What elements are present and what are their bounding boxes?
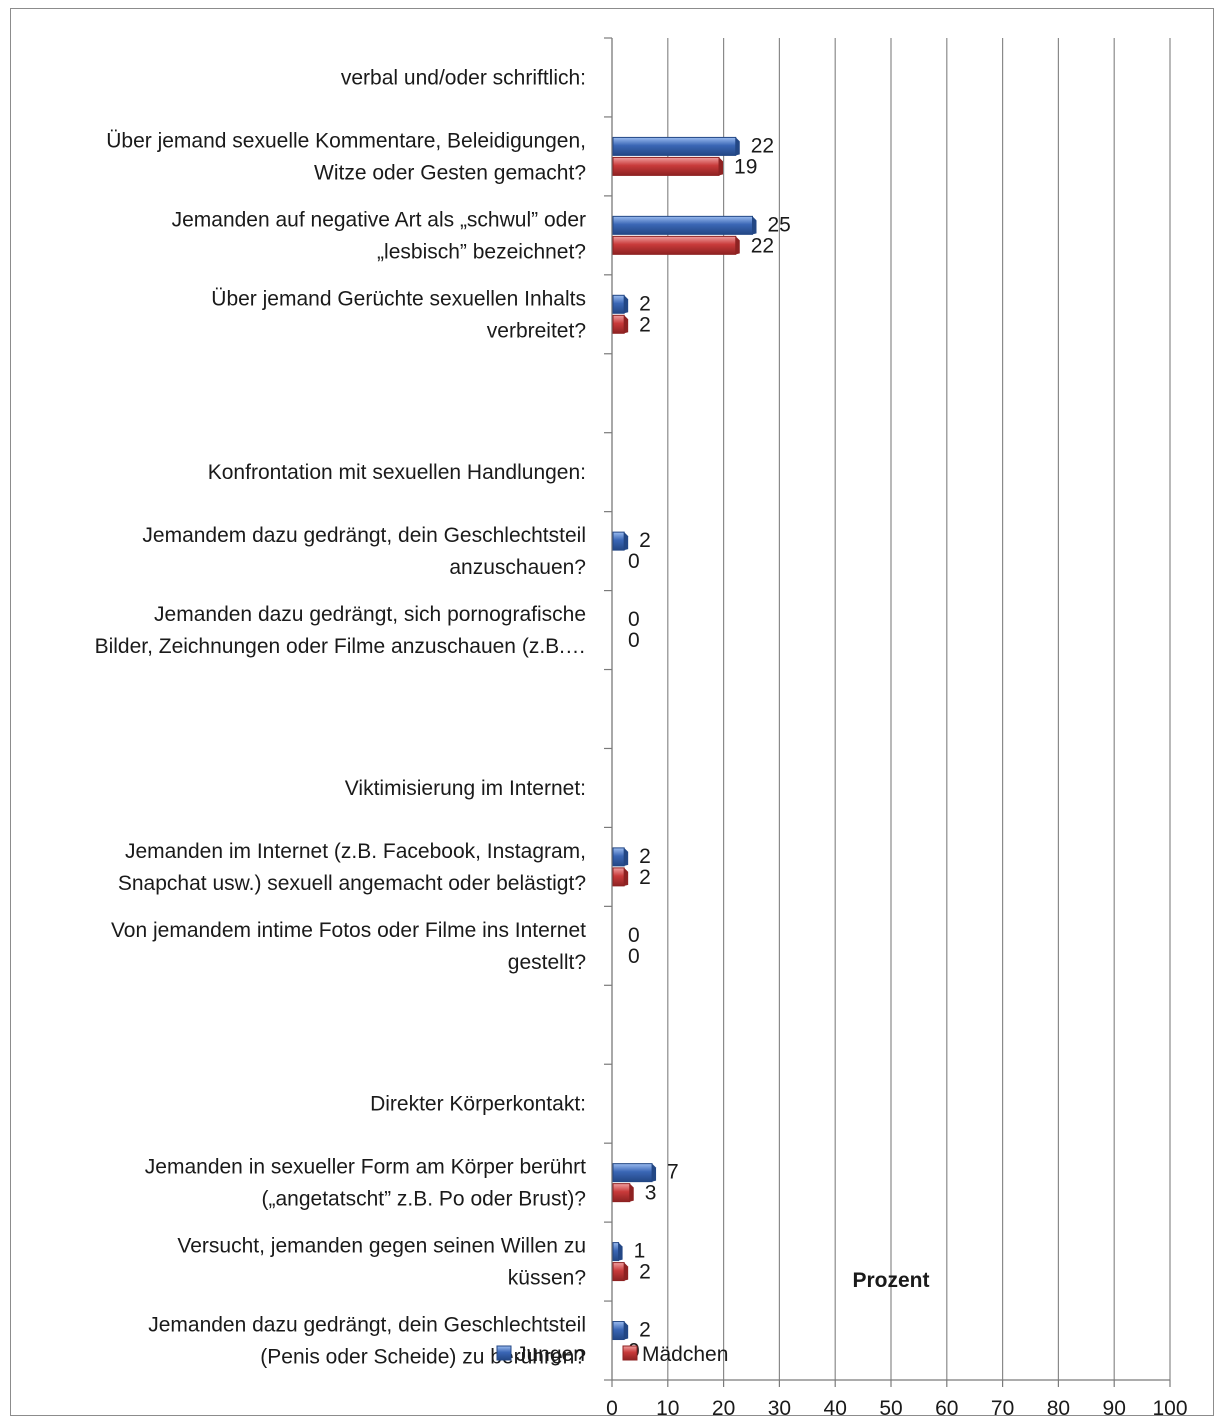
bar-jungen — [612, 294, 625, 314]
x-tick-label: 20 — [712, 1397, 735, 1418]
value-label-maedchen: 2 — [639, 313, 651, 336]
x-tick-label: 30 — [768, 1397, 791, 1418]
axes: 0 10 20 30 40 50 60 70 80 90 100 — [604, 37, 1188, 1418]
value-label-jungen: 2 — [639, 1319, 651, 1342]
bar-side-jungen — [752, 216, 757, 235]
value-label-maedchen: 3 — [645, 1182, 657, 1205]
category-label: Von jemandem intime Fotos oder Filme ins… — [111, 919, 586, 974]
x-tick-label: 90 — [1103, 1397, 1126, 1418]
category-label: Jemanden im Internet (z.B. Facebook, Ins… — [118, 840, 586, 895]
bar-jungen — [612, 1163, 653, 1183]
bar-side-maedchen — [624, 1262, 629, 1281]
value-label-jungen: 0 — [628, 608, 640, 631]
bar-side-jungen — [735, 137, 740, 156]
value-label-jungen: 7 — [667, 1161, 679, 1184]
group-heading: Direkter Körperkontakt: — [370, 1093, 586, 1116]
legend-swatch-jungen — [496, 1345, 512, 1361]
bar-maedchen — [612, 1183, 631, 1203]
group-heading: Viktimisierung im Internet: — [345, 777, 586, 800]
value-label-jungen: 2 — [639, 292, 651, 315]
value-label-jungen: 0 — [628, 924, 640, 947]
value-label-maedchen: 0 — [628, 629, 640, 652]
bar-side-maedchen — [735, 236, 740, 255]
bar-maedchen — [612, 1262, 625, 1282]
category-label: Über jemand Gerüchte sexuellen Inhalts ve… — [211, 287, 586, 342]
value-label-jungen: 25 — [768, 213, 791, 236]
bar-jungen — [612, 847, 625, 867]
bar-maedchen — [612, 867, 625, 887]
category-label: Jemanden in sexueller Form am Körper ber… — [145, 1156, 586, 1211]
category-label: Jemanden dazu gedrängt, sich pornografis… — [95, 603, 586, 658]
bar-side-maedchen — [719, 157, 724, 176]
category-label: Jemandem dazu gedrängt, dein Geschlechts… — [142, 524, 586, 579]
value-label-jungen: 2 — [639, 845, 651, 868]
x-tick-label: 0 — [606, 1397, 618, 1418]
bar-side-maedchen — [624, 315, 629, 334]
bar-side-jungen — [624, 295, 629, 314]
group-heading: Konfrontation mit sexuellen Handlungen: — [208, 461, 586, 484]
bar-side-jungen — [624, 847, 629, 866]
category-label: Über jemand sexuelle Kommentare, Beleidi… — [106, 129, 586, 184]
bar-side-maedchen — [624, 867, 629, 886]
x-tick-label: 80 — [1047, 1397, 1070, 1418]
bar-jungen — [612, 531, 625, 551]
x-tick-label: 70 — [991, 1397, 1014, 1418]
value-label-maedchen: 0 — [628, 945, 640, 968]
value-label-jungen: 2 — [639, 529, 651, 552]
bar-jungen — [612, 215, 753, 235]
category-label: Versucht, jemanden gegen seinen Willen z… — [177, 1235, 586, 1290]
legend-label-jungen: Jungen — [516, 1343, 585, 1366]
value-label-jungen: 1 — [634, 1240, 646, 1263]
value-label-jungen: 22 — [751, 134, 774, 157]
bar-jungen — [612, 1321, 625, 1341]
bars — [612, 136, 757, 1341]
legend-label-maedchen: Mädchen — [642, 1343, 728, 1366]
bar-jungen — [612, 1242, 620, 1262]
bar-side-jungen — [652, 1163, 657, 1182]
bar-side-maedchen — [629, 1183, 634, 1202]
bar-side-jungen — [624, 532, 629, 551]
bar-side-jungen — [618, 1242, 623, 1261]
legend-swatch-maedchen — [622, 1345, 638, 1361]
x-tick-label: 60 — [935, 1397, 958, 1418]
gridlines — [667, 38, 1171, 1380]
category-label: Jemanden auf negative Art als „schwul” o… — [172, 208, 586, 263]
value-label-maedchen: 19 — [734, 155, 757, 178]
x-tick-label: 50 — [879, 1397, 902, 1418]
value-label-maedchen: 0 — [628, 550, 640, 573]
value-labels: 221925222220002200731220 — [628, 134, 791, 1362]
group-heading: verbal und/oder schriftlich: — [341, 66, 586, 89]
x-tick-label: 40 — [824, 1397, 847, 1418]
x-tick-label: 10 — [656, 1397, 679, 1418]
x-tick-label: 100 — [1152, 1397, 1187, 1418]
value-label-maedchen: 2 — [639, 1261, 651, 1284]
value-label-maedchen: 2 — [639, 866, 651, 889]
bar-maedchen — [612, 235, 737, 255]
legend: Jungen Mädchen — [496, 1343, 728, 1366]
value-label-maedchen: 22 — [751, 234, 774, 257]
bar-side-jungen — [624, 1321, 629, 1340]
x-axis-title: Prozent — [852, 1269, 929, 1292]
bar-jungen — [612, 136, 737, 156]
bar-maedchen — [612, 156, 720, 176]
bar-maedchen — [612, 314, 625, 334]
category-labels: verbal und/oder schriftlich: Über jemand … — [95, 66, 587, 1368]
